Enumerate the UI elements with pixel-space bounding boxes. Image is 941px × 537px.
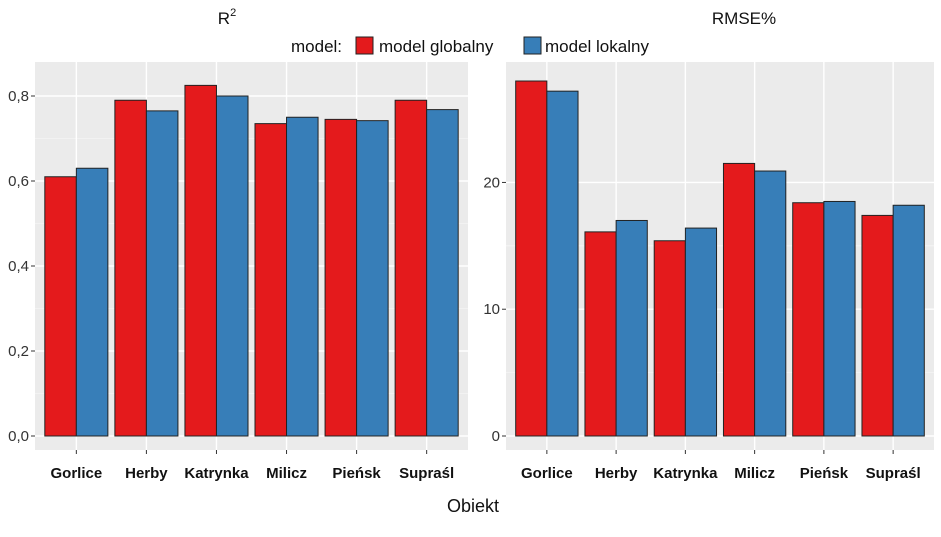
legend-key-global xyxy=(355,36,374,55)
left-panel-title: R2 xyxy=(218,7,236,28)
x-tick-label: Katrynka xyxy=(653,465,718,482)
legend-title: model: xyxy=(291,37,342,56)
x-tick-label: Supraśl xyxy=(866,465,921,482)
bar-global-supraśl xyxy=(861,214,894,437)
x-tick-label: Herby xyxy=(595,465,638,482)
x-tick-label: Gorlice xyxy=(50,465,102,482)
y-tick-label: 0,2 xyxy=(8,343,29,360)
x-tick-label: Herby xyxy=(125,465,168,482)
bar-global-milicz xyxy=(722,162,756,437)
bar-global-katrynka xyxy=(184,84,217,437)
x-tick-label: Gorlice xyxy=(521,465,573,482)
legend: model: model globalny model lokalny xyxy=(291,36,649,56)
y-tick-label: 0,0 xyxy=(8,428,29,445)
x-tick-label: Pieńsk xyxy=(800,465,849,482)
legend-key-local xyxy=(523,36,542,55)
bar-local-pieńsk xyxy=(356,120,389,437)
legend-label-local: model lokalny xyxy=(545,37,649,56)
bar-global-gorlice xyxy=(515,80,548,437)
legend-label-global: model globalny xyxy=(379,37,494,56)
bar-global-herby xyxy=(114,99,147,437)
bar-local-pieńsk xyxy=(823,200,856,437)
bar-local-supraśl xyxy=(892,204,925,437)
x-tick-label: Milicz xyxy=(734,465,775,482)
x-axis-title: Obiekt xyxy=(447,496,499,516)
bar-local-milicz xyxy=(754,170,787,437)
bar-local-herby xyxy=(615,219,648,437)
bar-global-supraśl xyxy=(394,99,428,437)
bar-global-gorlice xyxy=(44,176,77,437)
bar-global-pieńsk xyxy=(792,202,825,437)
left-panel-r2: 0,0 0,2 0,4 0,6 0,8 Gorlice Herby Katrynka Milic… xyxy=(8,62,468,482)
y-tick-label: 0,4 xyxy=(8,258,29,275)
right-panel-title: RMSE% xyxy=(712,9,776,28)
right-panel-rmse: 0 10 20 Gorlice Herby Katrynka Milicz Pieńsk Sup… xyxy=(483,62,934,482)
bar-local-herby xyxy=(145,110,179,437)
x-tick-label: Supraśl xyxy=(399,465,454,482)
bar-local-katrynka xyxy=(215,95,249,437)
bar-global-pieńsk xyxy=(324,118,358,437)
bar-local-gorlice xyxy=(75,167,109,437)
x-tick-label: Pieńsk xyxy=(332,465,381,482)
bar-local-katrynka xyxy=(684,227,718,437)
bar-local-supraśl xyxy=(426,109,459,437)
bar-local-gorlice xyxy=(546,90,579,437)
bar-global-herby xyxy=(584,231,617,437)
y-tick-label: 10 xyxy=(483,301,500,318)
bar-local-milicz xyxy=(286,116,319,437)
x-tick-label: Katrynka xyxy=(184,465,249,482)
y-tick-label: 0,8 xyxy=(8,88,29,105)
bar-global-katrynka xyxy=(653,240,686,437)
y-tick-label: 0,6 xyxy=(8,173,29,190)
y-tick-label: 0 xyxy=(492,428,500,445)
x-tick-label: Milicz xyxy=(266,465,307,482)
y-tick-label: 20 xyxy=(483,174,500,191)
bar-global-milicz xyxy=(254,123,288,437)
